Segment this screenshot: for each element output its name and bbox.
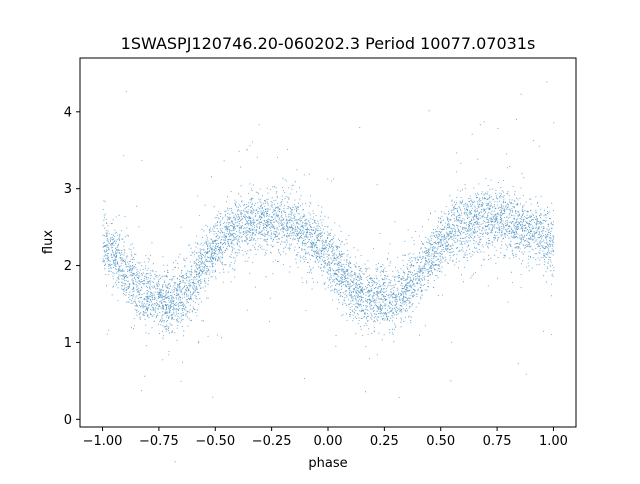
y-axis: 0 1 2 3 4 [64, 105, 80, 428]
y-tick-label: 0 [64, 413, 72, 428]
x-tick-label: 1.00 [539, 434, 568, 449]
x-tick-label: 0.25 [370, 434, 399, 449]
y-tick-label: 2 [64, 259, 72, 274]
x-tick-label: 0.00 [314, 434, 343, 449]
x-axis: −1.00 −0.75 −0.50 −0.25 0.00 0.25 0.50 0.75 1.00 [83, 427, 568, 449]
x-axis-label: phase [308, 456, 347, 471]
y-tick-label: 4 [64, 105, 72, 120]
x-tick-label: −0.75 [139, 434, 179, 449]
y-axis-label: flux [41, 230, 56, 254]
x-tick-label: −0.25 [252, 434, 292, 449]
x-tick-label: −1.00 [83, 434, 123, 449]
chart-title: 1SWASPJ120746.20-060202.3 Period 10077.0… [121, 34, 536, 53]
x-tick-label: 0.50 [426, 434, 455, 449]
x-tick-label: 0.75 [483, 434, 512, 449]
plot-frame [79, 57, 577, 428]
x-tick-label: −0.50 [195, 434, 235, 449]
y-tick-label: 3 [64, 182, 72, 197]
y-tick-label: 1 [64, 336, 72, 351]
